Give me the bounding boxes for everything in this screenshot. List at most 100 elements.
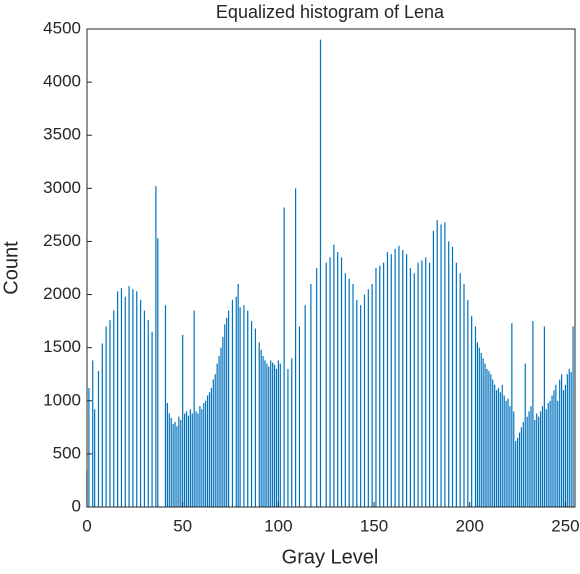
bar (344, 273, 346, 507)
bar (206, 395, 209, 507)
bar (117, 291, 119, 507)
bar (534, 419, 536, 507)
bar (539, 411, 542, 507)
bar (555, 384, 557, 507)
bar (266, 363, 268, 507)
bar (337, 252, 339, 507)
y-tick-label: 3000 (43, 178, 81, 197)
bar (570, 372, 572, 507)
y-tick-label: 1000 (43, 390, 81, 409)
bar (220, 347, 222, 507)
bar (474, 326, 477, 507)
bar (113, 310, 115, 507)
bar (180, 419, 182, 507)
bar (367, 289, 369, 507)
bar (561, 374, 563, 507)
bar (386, 252, 389, 507)
y-tick-label: 2500 (43, 231, 81, 250)
bar (272, 362, 274, 507)
bar (511, 323, 513, 507)
bar (515, 441, 517, 507)
bar (191, 413, 193, 507)
bar (168, 413, 170, 507)
bar (476, 342, 478, 507)
bar (147, 320, 149, 507)
bar (195, 411, 197, 507)
bar (499, 392, 501, 507)
bar (157, 238, 159, 507)
bar (218, 356, 220, 507)
bar (562, 390, 565, 507)
x-tick-label: 250 (551, 516, 579, 535)
bar (258, 342, 260, 507)
bar (128, 286, 130, 507)
bar (109, 320, 111, 507)
bar (264, 360, 266, 507)
bar (277, 360, 279, 507)
bar (270, 360, 272, 507)
bar (187, 415, 190, 507)
bar (174, 422, 176, 507)
bar (250, 321, 253, 507)
axes-box (86, 28, 576, 508)
bar (522, 422, 524, 507)
bar (549, 400, 551, 507)
y-axis-label: Count (0, 241, 22, 295)
bar (467, 299, 469, 507)
bar (239, 307, 241, 507)
bar (352, 283, 354, 507)
bar (459, 273, 461, 507)
bar (101, 343, 103, 507)
bar (283, 207, 285, 507)
bar (448, 241, 450, 507)
bar (120, 288, 123, 507)
bar (421, 260, 423, 507)
bar (440, 224, 442, 507)
bar (444, 222, 446, 507)
bar (325, 262, 327, 507)
bar (509, 406, 511, 507)
bar (488, 371, 490, 507)
bar (516, 437, 519, 507)
bar (212, 379, 214, 507)
bar (545, 409, 547, 507)
bar (538, 416, 540, 507)
bar (532, 321, 534, 507)
bar (185, 411, 188, 507)
bar (224, 324, 226, 507)
bar (155, 186, 157, 507)
bar (492, 379, 494, 507)
chart-title: Equalized histogram of Lena (216, 2, 445, 22)
bar (319, 39, 322, 507)
bar (478, 347, 480, 507)
x-tick-label: 0 (82, 516, 91, 535)
bar (524, 363, 526, 507)
bar (105, 326, 107, 507)
bar (329, 257, 331, 507)
bar (436, 220, 438, 507)
bar (394, 248, 396, 507)
bar (139, 299, 142, 507)
bar (260, 349, 262, 507)
bar (463, 283, 465, 507)
bar (541, 406, 544, 507)
bar (226, 317, 228, 507)
bar (501, 384, 503, 507)
bar (193, 310, 195, 507)
bar (316, 268, 318, 507)
bar (551, 395, 553, 507)
bar (136, 291, 138, 507)
bar (92, 360, 94, 507)
bar (356, 299, 358, 507)
bar (497, 388, 500, 507)
bar (222, 337, 224, 507)
bar (495, 390, 498, 507)
bar (124, 296, 126, 507)
bar (340, 257, 343, 507)
bar (432, 230, 434, 508)
bar (176, 426, 178, 507)
bar (490, 374, 492, 507)
bar (528, 411, 530, 507)
bar (557, 400, 559, 507)
